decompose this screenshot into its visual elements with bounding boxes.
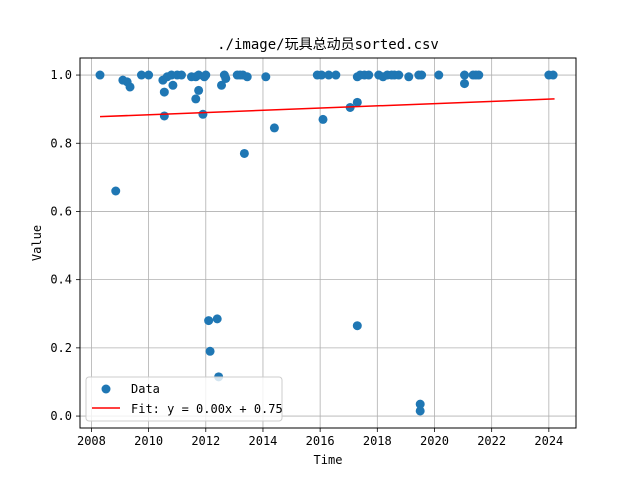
x-tick-label: 2014 (249, 434, 278, 448)
data-point (204, 316, 214, 326)
data-point (194, 85, 204, 95)
x-tick-label: 2008 (77, 434, 106, 448)
x-axis-label: Time (314, 453, 343, 467)
tick-layer: 2008 2010 2012 2014 2016 2018 2020 2022 2024 0.0 0… (50, 68, 563, 448)
data-point (434, 70, 444, 80)
data-point (474, 70, 484, 80)
y-axis-label: Value (30, 225, 44, 261)
legend-marker-data (101, 384, 111, 394)
data-point (417, 70, 427, 80)
data-point (394, 70, 404, 80)
data-point (168, 80, 178, 90)
y-tick-label: 0.0 (50, 409, 72, 423)
data-point (331, 70, 341, 80)
data-point (201, 70, 211, 80)
data-point (364, 70, 374, 80)
x-tick-label: 2016 (306, 434, 335, 448)
data-point (239, 148, 249, 158)
chart-title: ./image/玩具总动员sorted.csv (217, 37, 439, 53)
data-point (460, 70, 470, 80)
data-point (221, 73, 231, 83)
data-point (415, 399, 425, 409)
data-point (317, 70, 327, 80)
data-point (95, 70, 105, 80)
data-point (125, 82, 135, 92)
x-tick-label: 2024 (534, 434, 563, 448)
data-point (191, 94, 201, 104)
x-tick-label: 2018 (363, 434, 392, 448)
data-point (205, 346, 215, 356)
data-point (159, 111, 169, 121)
legend-label-fit: Fit: y = 0.00x + 0.75 (131, 402, 283, 416)
data-point (269, 123, 279, 133)
x-tick-label: 2022 (477, 434, 506, 448)
y-tick-label: 1.0 (50, 68, 72, 82)
data-point (460, 79, 470, 89)
data-point (318, 114, 328, 124)
y-tick-label: 0.6 (50, 204, 72, 218)
data-point (404, 72, 414, 82)
data-point (352, 97, 362, 107)
fit-line (99, 98, 555, 118)
data-point (111, 186, 121, 196)
data-point (144, 70, 154, 80)
data-point (217, 80, 227, 90)
legend-box (85, 376, 283, 422)
data-point (324, 70, 334, 80)
legend: Data Fit: y = 0.00x + 0.75 (85, 376, 283, 422)
data-point (198, 109, 208, 119)
x-tick-label: 2010 (134, 434, 163, 448)
data-point (415, 406, 425, 416)
y-tick-label: 0.4 (50, 273, 72, 287)
data-point (548, 70, 558, 80)
y-tick-label: 0.8 (50, 136, 72, 150)
plot-frame (79, 57, 577, 429)
data-point (352, 321, 362, 331)
data-point (176, 70, 186, 80)
x-tick-label: 2012 (191, 434, 220, 448)
legend-label-data: Data (131, 382, 160, 396)
data-point (261, 72, 271, 82)
y-tick-label: 0.2 (50, 341, 72, 355)
x-tick-label: 2020 (420, 434, 449, 448)
data-layer (95, 70, 558, 416)
data-point (242, 72, 252, 82)
data-point (136, 70, 146, 80)
data-point (159, 87, 169, 97)
data-point (212, 314, 222, 324)
